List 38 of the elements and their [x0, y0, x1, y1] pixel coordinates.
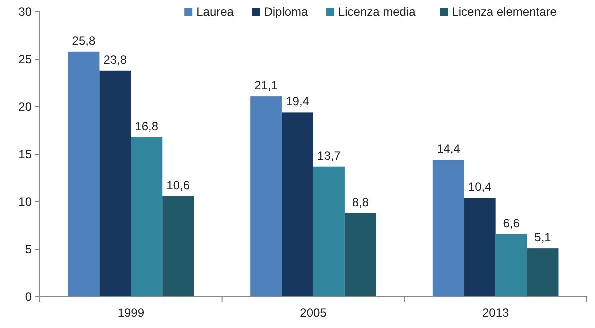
- bar: [344, 213, 376, 297]
- bar: [162, 196, 194, 297]
- bar: [496, 234, 528, 297]
- legend-label: Licenza elementare: [452, 5, 558, 20]
- x-tick-label: 2013: [482, 306, 510, 320]
- bar: [464, 198, 496, 297]
- data-label: 19,4: [286, 94, 310, 109]
- x-tick-label: 2005: [300, 306, 328, 320]
- bar: [68, 52, 100, 297]
- legend-label: Licenza media: [338, 5, 416, 20]
- bar: [250, 96, 282, 297]
- y-tick-label: 0: [25, 290, 32, 304]
- y-tick-label: 5: [25, 242, 32, 257]
- y-tick-label: 10: [18, 195, 32, 210]
- legend-label: Laurea: [196, 5, 234, 20]
- y-tick-label: 25: [18, 52, 32, 67]
- data-label: 5,1: [534, 230, 552, 245]
- bar: [432, 160, 464, 297]
- data-label: 25,8: [72, 34, 96, 48]
- y-tick-label: 20: [18, 100, 32, 114]
- y-tick-label: 30: [18, 5, 32, 20]
- data-label: 14,4: [436, 142, 461, 156]
- data-label: 13,7: [318, 148, 342, 163]
- data-label: 8,8: [352, 195, 370, 210]
- y-tick-label: 15: [18, 148, 32, 162]
- bar: [527, 248, 559, 297]
- bar: [131, 137, 163, 297]
- data-label: 10,4: [468, 180, 492, 194]
- x-tick-label: 1999: [118, 306, 145, 320]
- data-label: 21,1: [254, 78, 278, 93]
- data-label: 10,6: [166, 178, 190, 192]
- bar: [100, 70, 132, 297]
- data-label: 23,8: [104, 52, 128, 67]
- bar: [314, 166, 345, 297]
- data-label: 16,8: [135, 119, 159, 134]
- legend-label: Diploma: [264, 5, 309, 20]
- data-label: 6,6: [503, 216, 520, 230]
- bar: [282, 112, 314, 297]
